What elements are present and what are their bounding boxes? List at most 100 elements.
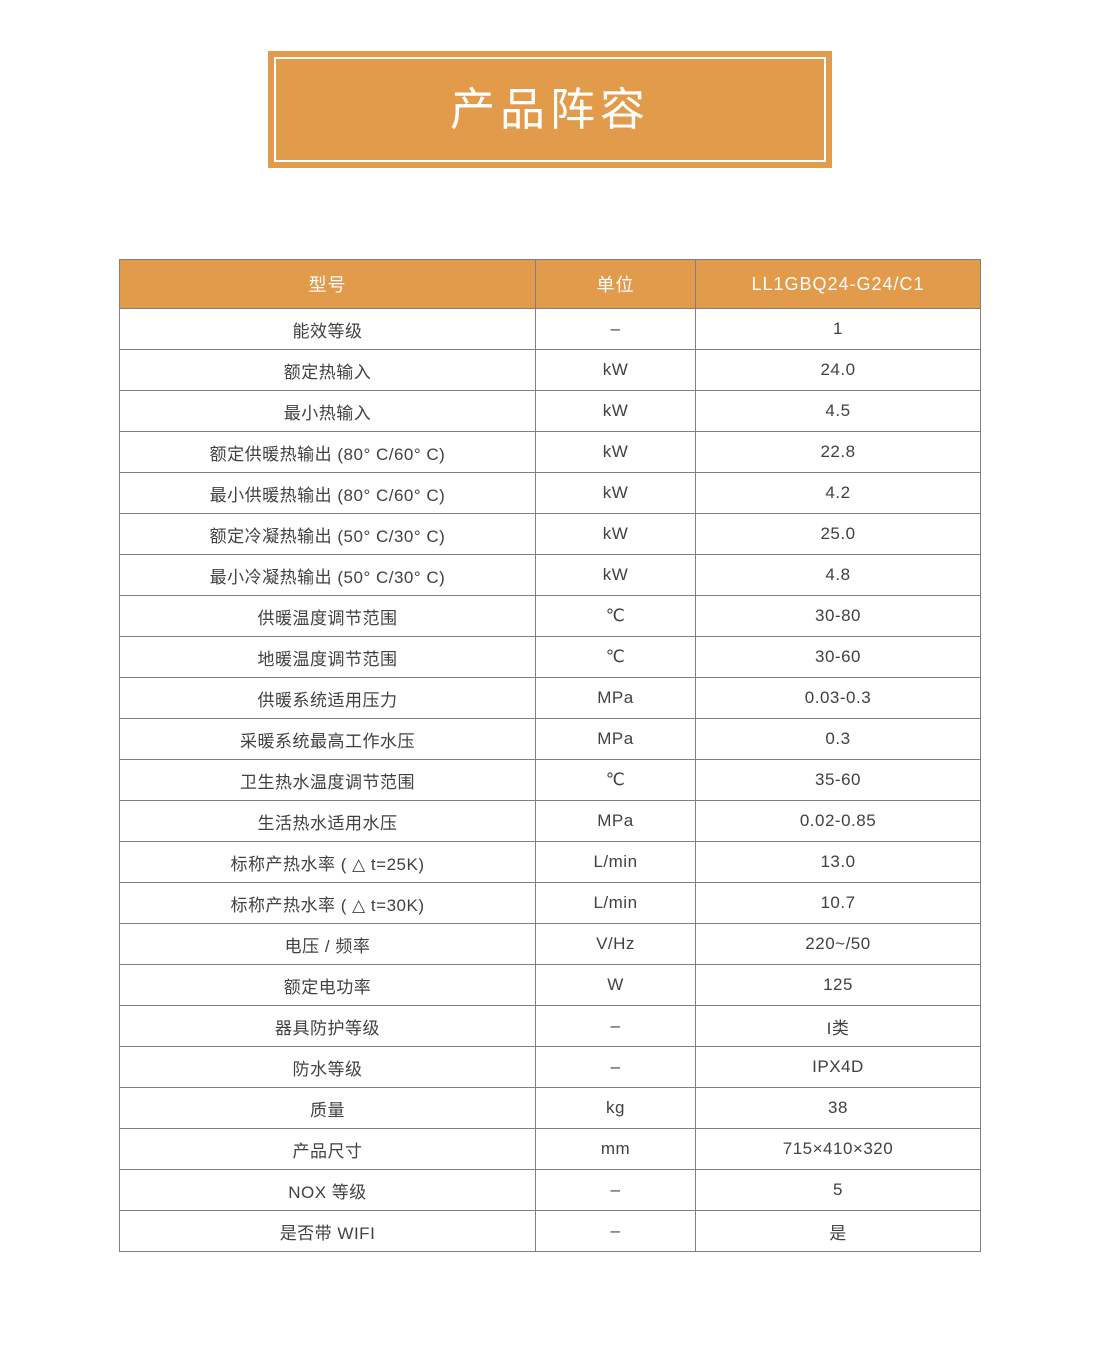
header-unit-label: 单位 — [535, 259, 696, 309]
spec-label-cell: 最小供暖热输出 (80° C/60° C) — [119, 472, 536, 514]
spec-label-cell: 器具防护等级 — [119, 1005, 536, 1047]
table-row: 供暖系统适用压力 MPa 0.03-0.3 — [119, 677, 981, 719]
spec-label-cell: 标称产热水率 ( △ t=25K) — [119, 841, 536, 883]
table-row: 防水等级 – IPX4D — [119, 1046, 981, 1088]
table-row: NOX 等级 –5 — [119, 1169, 981, 1211]
spec-value-cell: 4.5 — [695, 390, 981, 432]
spec-value-cell: 25.0 — [695, 513, 981, 555]
spec-label-cell: 额定热输入 — [119, 349, 536, 391]
spec-label-cell: 卫生热水温度调节范围 — [119, 759, 536, 801]
header-model-value: LL1GBQ24-G24/C1 — [695, 259, 981, 309]
table-row: 标称产热水率 ( △ t=25K) L/min 13.0 — [119, 841, 981, 883]
table-row: 器具防护等级 – I类 — [119, 1005, 981, 1047]
spec-label-cell: 最小冷凝热输出 (50° C/30° C) — [119, 554, 536, 596]
table-row: 质量 kg 38 — [119, 1087, 981, 1129]
spec-value-cell: 24.0 — [695, 349, 981, 391]
spec-unit-cell: MPa — [535, 718, 696, 760]
spec-value-cell: 22.8 — [695, 431, 981, 473]
spec-value-cell: 5 — [695, 1169, 981, 1211]
spec-value-cell: 30-80 — [695, 595, 981, 637]
spec-unit-cell: L/min — [535, 841, 696, 883]
spec-label-cell: 产品尺寸 — [119, 1128, 536, 1170]
table-row: 额定电功率 W 125 — [119, 964, 981, 1006]
spec-label-cell: NOX 等级 — [119, 1169, 536, 1211]
spec-table-body: 能效等级 –1 额定热输入 kW 24.0 最小热输入 kW 4.5 额定供暖热输出 (80° … — [119, 308, 981, 1252]
spec-table: 型号 单位 LL1GBQ24-G24/C1 能效等级 –1 额定热输入 kW 24.0 最… — [119, 259, 981, 1252]
spec-unit-cell: – — [535, 1046, 696, 1088]
table-row: 额定热输入 kW 24.0 — [119, 349, 981, 391]
spec-unit-cell: ℃ — [535, 595, 696, 637]
spec-value-cell: 220~/50 — [695, 923, 981, 965]
spec-value-cell: 715×410×320 — [695, 1128, 981, 1170]
spec-unit-cell: ℃ — [535, 759, 696, 801]
spec-table-header-row: 型号 单位 LL1GBQ24-G24/C1 — [119, 259, 981, 309]
spec-label-cell: 供暖温度调节范围 — [119, 595, 536, 637]
spec-label-cell: 生活热水适用水压 — [119, 800, 536, 842]
spec-unit-cell: MPa — [535, 800, 696, 842]
spec-label-cell: 供暖系统适用压力 — [119, 677, 536, 719]
table-row: 能效等级 –1 — [119, 308, 981, 350]
product-lineup-banner: 产品阵容 — [268, 51, 832, 168]
spec-value-cell: I类 — [695, 1005, 981, 1047]
spec-unit-cell: kW — [535, 554, 696, 596]
spec-unit-cell: L/min — [535, 882, 696, 924]
spec-unit-cell: kW — [535, 513, 696, 555]
spec-unit-cell: kW — [535, 472, 696, 514]
spec-label-cell: 是否带 WIFI — [119, 1210, 536, 1252]
table-row: 额定供暖热输出 (80° C/60° C) kW 22.8 — [119, 431, 981, 473]
spec-label-cell: 采暖系统最高工作水压 — [119, 718, 536, 760]
spec-value-cell: 30-60 — [695, 636, 981, 678]
table-row: 生活热水适用水压 MPa 0.02-0.85 — [119, 800, 981, 842]
spec-unit-cell: V/Hz — [535, 923, 696, 965]
spec-unit-cell: kg — [535, 1087, 696, 1129]
spec-unit-cell: kW — [535, 390, 696, 432]
spec-value-cell: 是 — [695, 1210, 981, 1252]
spec-unit-cell: kW — [535, 431, 696, 473]
spec-unit-cell: W — [535, 964, 696, 1006]
spec-label-cell: 最小热输入 — [119, 390, 536, 432]
spec-value-cell: IPX4D — [695, 1046, 981, 1088]
table-row: 产品尺寸 mm 715×410×320 — [119, 1128, 981, 1170]
spec-value-cell: 1 — [695, 308, 981, 350]
table-row: 最小热输入 kW 4.5 — [119, 390, 981, 432]
spec-label-cell: 电压 / 频率 — [119, 923, 536, 965]
spec-unit-cell: kW — [535, 349, 696, 391]
table-row: 电压 / 频率 V/Hz 220~/50 — [119, 923, 981, 965]
spec-value-cell: 125 — [695, 964, 981, 1006]
spec-unit-cell: mm — [535, 1128, 696, 1170]
spec-unit-cell: – — [535, 1169, 696, 1211]
spec-value-cell: 4.2 — [695, 472, 981, 514]
spec-label-cell: 额定供暖热输出 (80° C/60° C) — [119, 431, 536, 473]
table-row: 供暖温度调节范围 ℃ 30-80 — [119, 595, 981, 637]
spec-value-cell: 10.7 — [695, 882, 981, 924]
table-row: 最小冷凝热输出 (50° C/30° C) kW 4.8 — [119, 554, 981, 596]
spec-label-cell: 额定电功率 — [119, 964, 536, 1006]
table-row: 标称产热水率 ( △ t=30K) L/min 10.7 — [119, 882, 981, 924]
spec-label-cell: 防水等级 — [119, 1046, 536, 1088]
table-row: 采暖系统最高工作水压 MPa 0.3 — [119, 718, 981, 760]
table-row: 额定冷凝热输出 (50° C/30° C) kW 25.0 — [119, 513, 981, 555]
spec-value-cell: 35-60 — [695, 759, 981, 801]
spec-unit-cell: – — [535, 308, 696, 350]
header-model-label: 型号 — [119, 259, 536, 309]
table-row: 地暖温度调节范围 ℃ 30-60 — [119, 636, 981, 678]
spec-value-cell: 0.03-0.3 — [695, 677, 981, 719]
spec-unit-cell: MPa — [535, 677, 696, 719]
table-row: 是否带 WIFI – 是 — [119, 1210, 981, 1252]
spec-unit-cell: – — [535, 1210, 696, 1252]
spec-label-cell: 质量 — [119, 1087, 536, 1129]
page-title: 产品阵容 — [449, 84, 650, 135]
table-row: 最小供暖热输出 (80° C/60° C) kW 4.2 — [119, 472, 981, 514]
spec-label-cell: 能效等级 — [119, 308, 536, 350]
spec-label-cell: 地暖温度调节范围 — [119, 636, 536, 678]
table-row: 卫生热水温度调节范围 ℃ 35-60 — [119, 759, 981, 801]
spec-value-cell: 38 — [695, 1087, 981, 1129]
spec-label-cell: 标称产热水率 ( △ t=30K) — [119, 882, 536, 924]
spec-unit-cell: – — [535, 1005, 696, 1047]
spec-label-cell: 额定冷凝热输出 (50° C/30° C) — [119, 513, 536, 555]
spec-value-cell: 0.02-0.85 — [695, 800, 981, 842]
spec-value-cell: 13.0 — [695, 841, 981, 883]
spec-unit-cell: ℃ — [535, 636, 696, 678]
spec-value-cell: 0.3 — [695, 718, 981, 760]
spec-value-cell: 4.8 — [695, 554, 981, 596]
